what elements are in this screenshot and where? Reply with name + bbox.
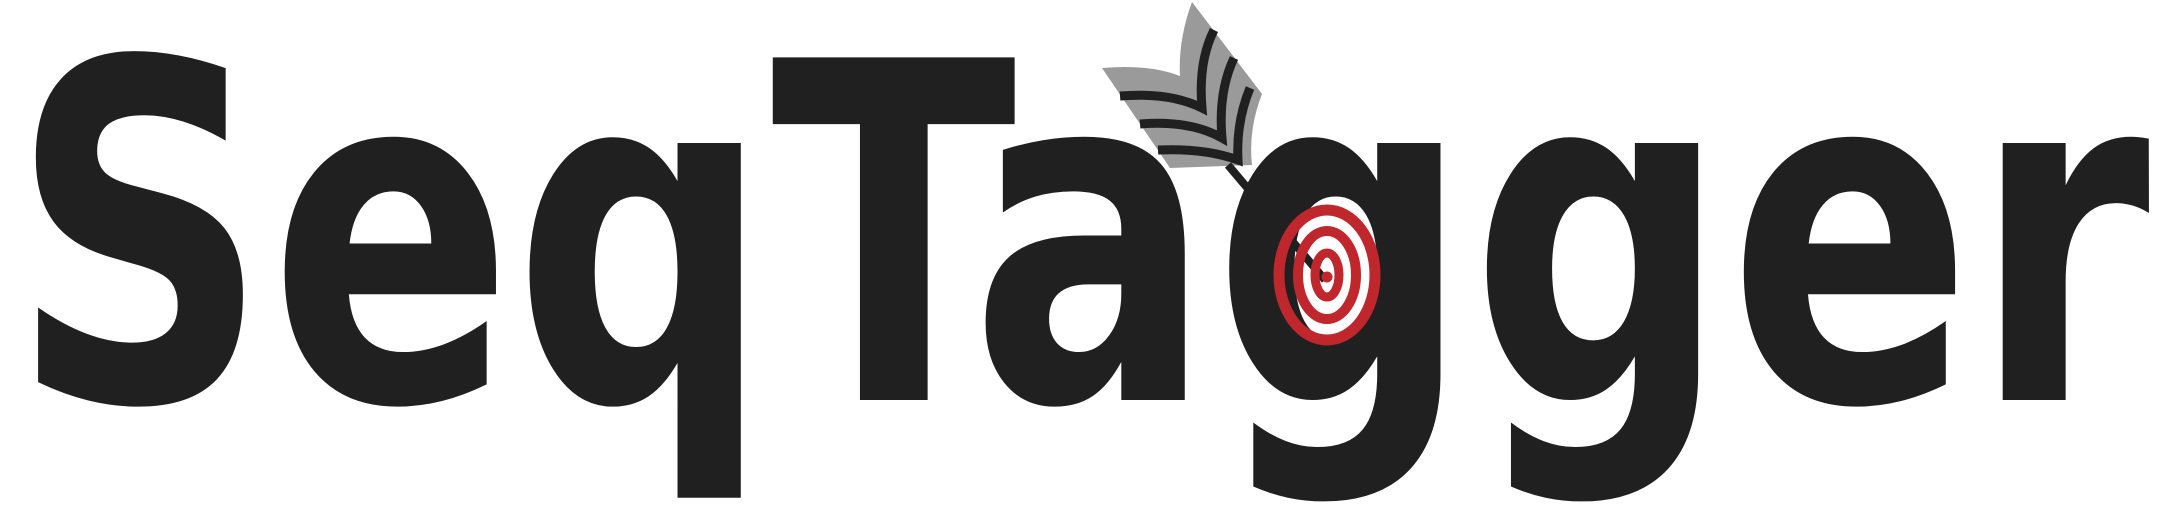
arrow-fletching [1100,0,1329,283]
logo-text: SeqTagger [10,0,2152,507]
target [1273,204,1381,346]
